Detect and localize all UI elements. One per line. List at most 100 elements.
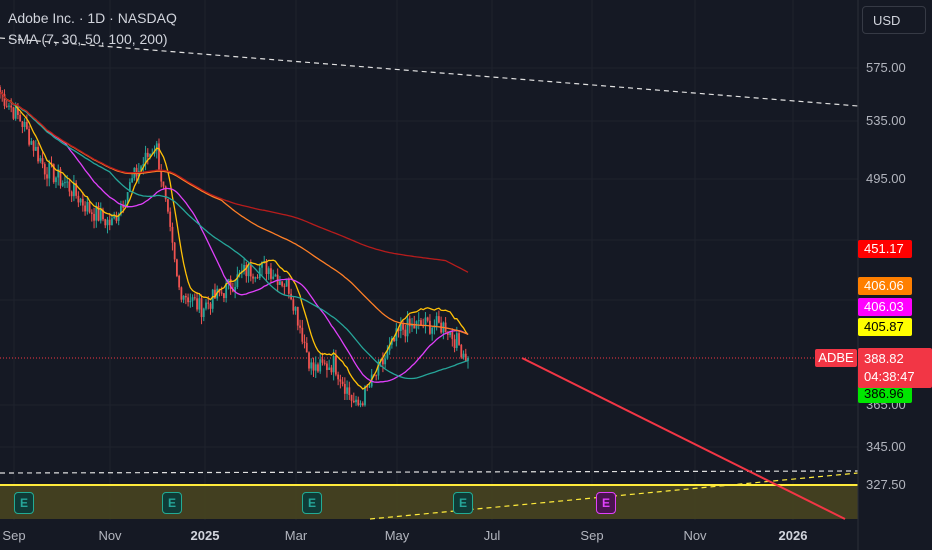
candle-body [43,164,46,175]
candle-body [364,386,366,406]
earnings-marker[interactable]: E [453,492,473,514]
candle-body [81,198,84,206]
candle-body [317,364,319,372]
candle-body [108,219,111,226]
candle-body [413,323,416,329]
candle-body [169,211,172,227]
candle-body [258,267,261,279]
candle-body [332,356,335,373]
earnings-marker[interactable]: E [14,492,34,514]
candle-body [17,106,19,115]
candle-body [120,205,122,215]
candle-body [287,279,290,294]
earnings-marker[interactable]: E [302,492,322,514]
candle-body [245,264,248,277]
sma30-price-label: 406.03 [858,298,912,316]
candle-body [126,192,129,204]
bar-countdown: 04:38:47 [864,369,915,384]
projection-trendline-red [521,357,846,520]
candle-body [386,350,389,359]
candle-body [299,325,301,328]
candle-body [111,218,113,226]
candle-body [424,317,427,326]
candle-body [0,87,1,93]
candle-body [79,198,82,203]
candle-body [46,174,48,179]
candle-body [243,264,245,272]
candle-body [368,386,371,388]
earnings-marker-upcoming[interactable]: E [596,492,616,514]
candle-body [117,214,120,221]
candle-body [404,329,407,337]
candle-body [283,285,286,287]
candle-body [229,278,232,290]
candle-body [184,295,187,298]
candle-body [52,164,55,183]
candle-body [408,318,411,327]
candle-body [178,275,181,288]
price-tick: 495.00 [866,171,906,186]
candle-body [395,328,398,342]
candle-body [249,264,252,277]
candle-body [399,323,402,332]
candle-body [310,362,313,369]
candle-body [155,143,158,151]
candle-body [5,105,8,107]
candle-body [21,121,24,127]
candle-body [115,215,118,221]
candle-body [23,121,26,127]
candle-body [220,292,223,294]
candle-body [171,226,174,243]
candle-body [352,400,355,403]
currency-button[interactable]: USD [862,6,926,34]
sma50-line [0,91,469,380]
earnings-marker[interactable]: E [162,492,182,514]
candle-body [279,281,281,285]
candle-body [321,359,324,363]
candle-body [175,259,178,276]
candle-body [90,212,93,214]
candle-body [57,169,60,178]
sma-indicator-legend[interactable]: SMA (7, 30, 50, 100, 200) [8,31,168,47]
ticker-tag: ADBE [815,349,857,367]
candle-body [388,344,391,351]
candle-body [411,323,413,327]
candle-body [68,181,71,192]
candle-body [357,399,360,406]
candle-body [446,332,449,335]
support-zone [0,485,858,519]
candle-body [451,331,454,340]
candle-body [328,367,331,370]
resistance-trendline-dashed [0,37,859,107]
candle-body [66,181,69,183]
candle-body [198,298,201,310]
candle-body [86,201,89,212]
candles [0,85,469,408]
candle-body [122,205,125,208]
candle-body [209,303,212,309]
candle-body [102,209,104,220]
candle-body [104,219,107,226]
candle-body [97,205,100,221]
candle-body [377,361,380,376]
sma100-price-label: 406.06 [858,277,912,295]
candle-body [158,143,160,170]
sma200-price-label: 451.17 [858,240,912,258]
candle-body [236,274,239,288]
candle-body [359,403,362,406]
candle-body [167,199,169,212]
candle-body [254,277,257,279]
time-tick: Nov [683,528,707,543]
candle-body [8,105,10,107]
candle-body [182,295,185,300]
candle-body [420,320,422,326]
candle-body [99,209,102,221]
candle-body [173,242,176,260]
time-tick: 2026 [778,528,808,543]
candle-body [339,379,342,382]
symbol-title[interactable]: Adobe Inc. · 1D · NASDAQ [8,10,177,26]
candle-body [402,323,404,330]
candle-body [355,399,357,403]
sma100-line [0,91,469,335]
